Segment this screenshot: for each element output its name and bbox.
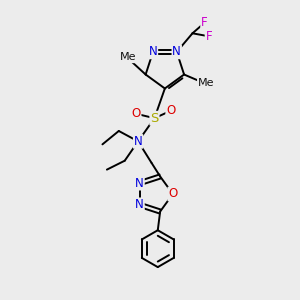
Text: F: F [201, 16, 208, 29]
Text: O: O [131, 107, 141, 120]
Text: Me: Me [119, 52, 136, 62]
Text: N: N [148, 45, 158, 58]
Text: F: F [206, 30, 212, 43]
Text: O: O [168, 188, 178, 200]
Text: S: S [150, 112, 159, 125]
Text: N: N [172, 45, 181, 58]
Text: N: N [134, 135, 142, 148]
Text: O: O [166, 104, 176, 117]
Text: N: N [135, 177, 144, 190]
Text: N: N [135, 198, 144, 211]
Text: Me: Me [198, 78, 214, 88]
